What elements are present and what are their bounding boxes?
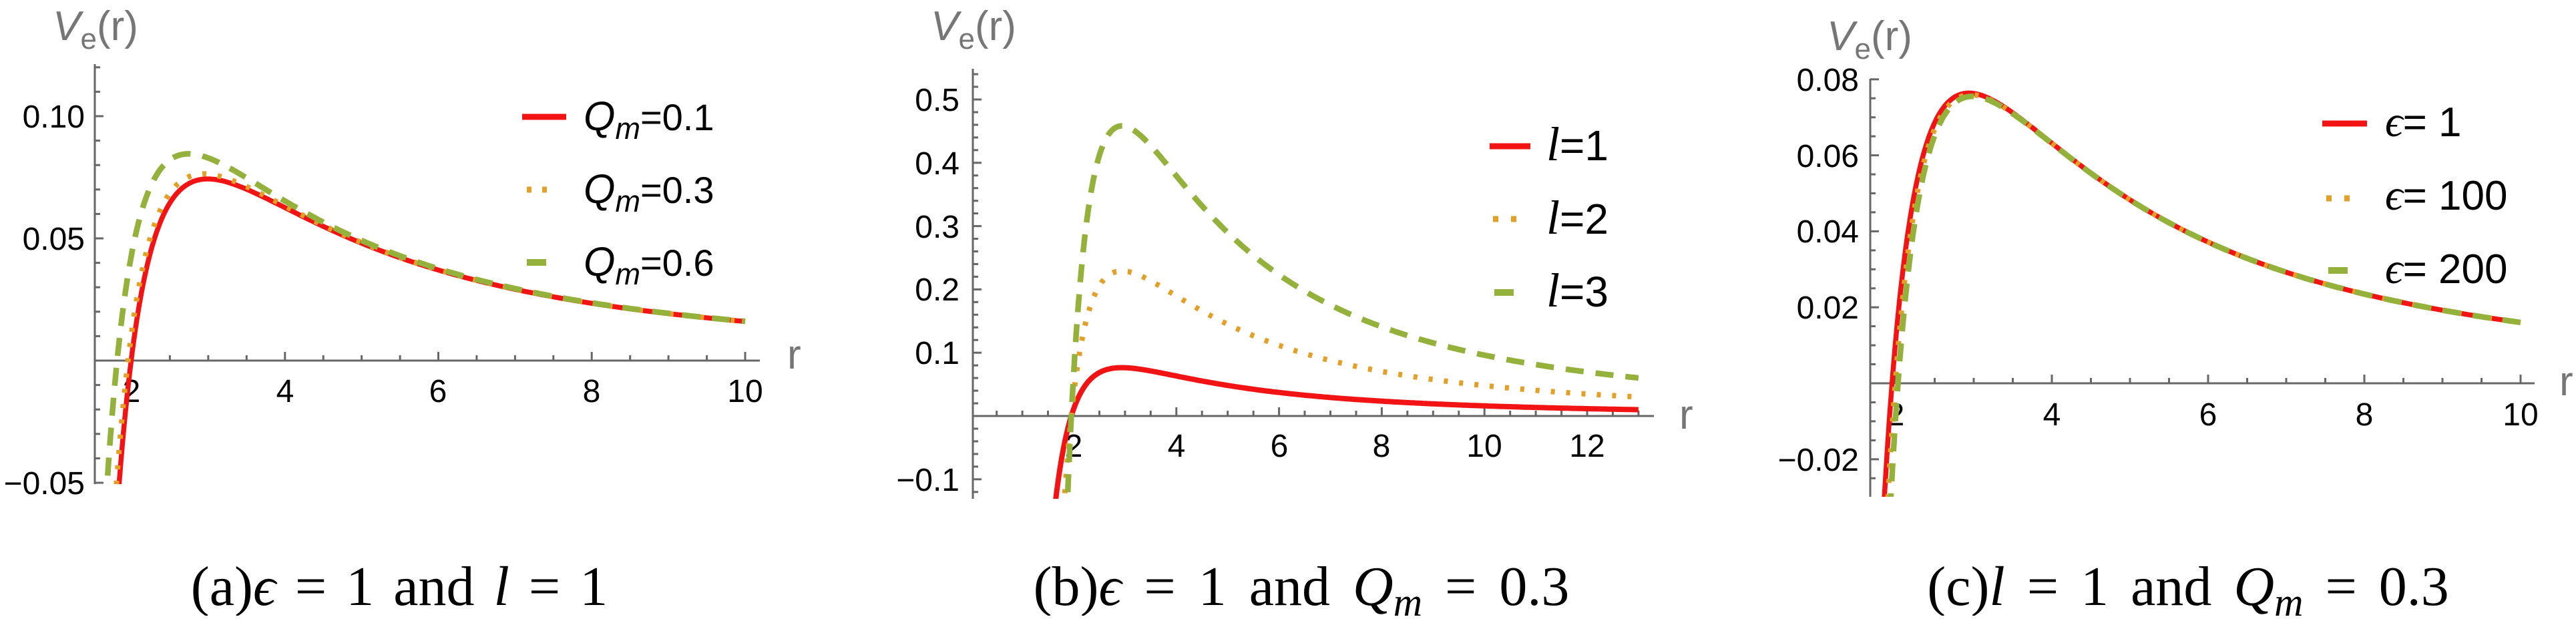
svg-text:l=3: l=3 <box>1546 264 1608 317</box>
svg-text:0.05: 0.05 <box>23 222 85 257</box>
svg-text:0.04: 0.04 <box>1797 214 1859 250</box>
svg-text:Qm=0.1: Qm=0.1 <box>584 93 714 146</box>
svg-text:ϵ= 100: ϵ= 100 <box>2385 171 2507 220</box>
svg-text:4: 4 <box>2043 397 2061 433</box>
svg-text:8: 8 <box>2356 397 2374 433</box>
svg-text:Ve(r): Ve(r) <box>1827 13 1912 65</box>
svg-text:10: 10 <box>1466 429 1502 464</box>
svg-text:ϵ= 200: ϵ= 200 <box>2385 244 2507 293</box>
svg-text:ϵ= 1: ϵ= 1 <box>2385 97 2462 146</box>
svg-text:0.2: 0.2 <box>915 272 959 308</box>
svg-text:0.06: 0.06 <box>1797 139 1859 174</box>
svg-text:8: 8 <box>583 374 601 409</box>
svg-text:(c)l = 1 and Qm = 0.3: (c)l = 1 and Qm = 0.3 <box>1927 556 2449 616</box>
svg-text:10: 10 <box>2503 397 2538 433</box>
svg-text:Qm=0.3: Qm=0.3 <box>584 166 714 218</box>
svg-text:6: 6 <box>429 374 447 409</box>
svg-text:6: 6 <box>2199 397 2217 433</box>
svg-text:12: 12 <box>1569 429 1604 464</box>
svg-text:r: r <box>787 332 801 378</box>
svg-text:0.08: 0.08 <box>1797 63 1859 98</box>
svg-text:l=2: l=2 <box>1546 191 1608 244</box>
svg-text:6: 6 <box>1271 429 1289 464</box>
svg-text:0.02: 0.02 <box>1797 290 1859 326</box>
svg-text:r: r <box>1679 392 1693 438</box>
svg-text:Ve(r): Ve(r) <box>53 3 138 55</box>
svg-text:−0.05: −0.05 <box>4 466 85 501</box>
svg-text:Qm=0.6: Qm=0.6 <box>584 239 714 291</box>
svg-text:10: 10 <box>727 374 763 409</box>
svg-text:l=1: l=1 <box>1546 118 1608 171</box>
svg-text:0.3: 0.3 <box>915 210 959 245</box>
svg-text:−0.02: −0.02 <box>1778 443 1859 478</box>
svg-text:Ve(r): Ve(r) <box>931 3 1016 55</box>
svg-text:0.1: 0.1 <box>915 336 959 371</box>
svg-text:(b)ϵ = 1 and Qm = 0.3: (b)ϵ = 1 and Qm = 0.3 <box>1034 556 1570 616</box>
svg-text:8: 8 <box>1373 429 1391 464</box>
svg-text:0.4: 0.4 <box>915 146 959 182</box>
svg-text:0.5: 0.5 <box>915 83 959 118</box>
svg-text:4: 4 <box>1168 429 1186 464</box>
svg-text:r: r <box>2559 359 2573 405</box>
svg-text:−0.1: −0.1 <box>896 463 959 498</box>
svg-text:4: 4 <box>276 374 294 409</box>
svg-text:(a)ϵ = 1 and l = 1: (a)ϵ = 1 and l = 1 <box>191 556 608 616</box>
svg-text:0.10: 0.10 <box>23 99 85 135</box>
